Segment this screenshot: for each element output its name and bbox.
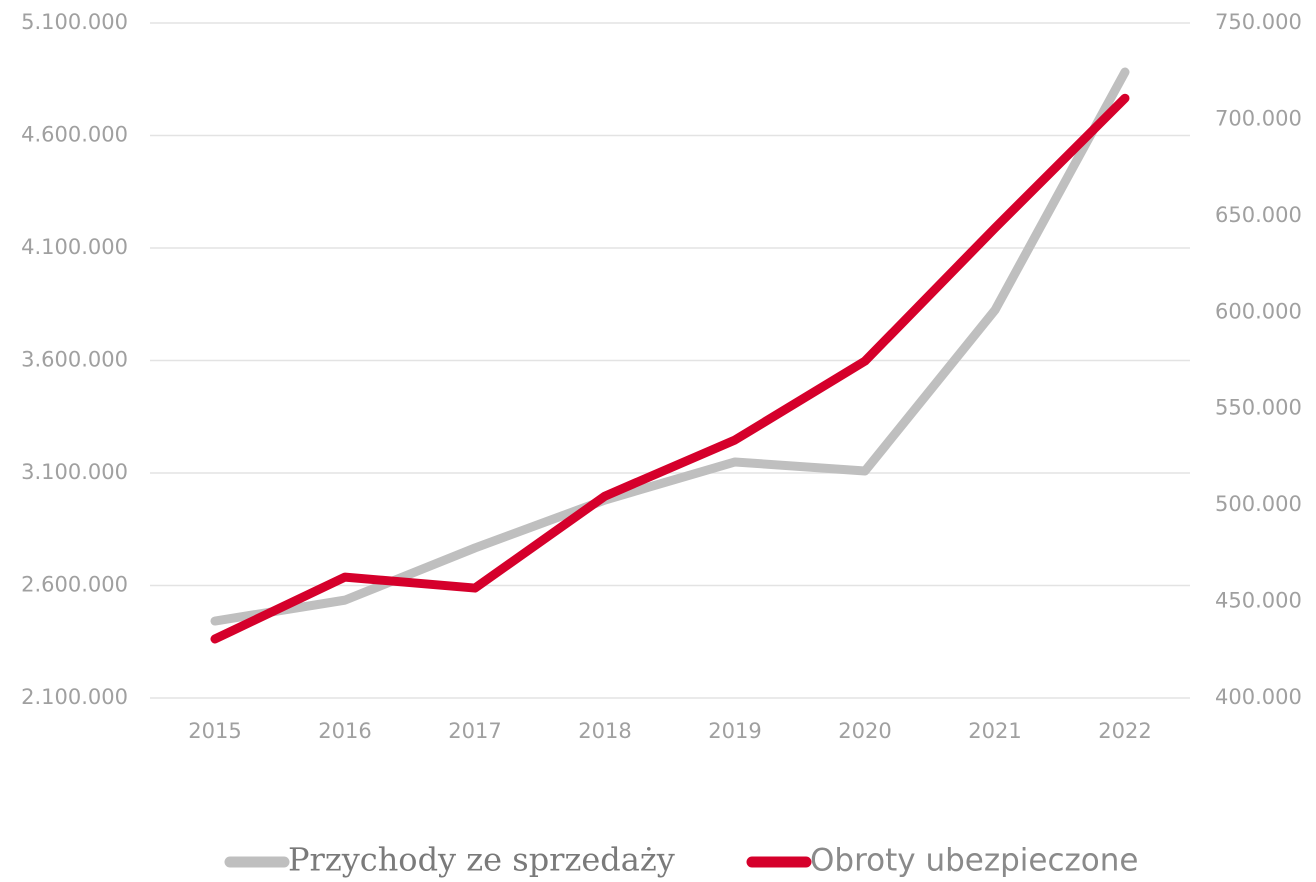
y2-tick-label: 600.000 xyxy=(1215,299,1302,323)
x-tick-label: 2020 xyxy=(838,719,891,743)
y2-tick-label: 500.000 xyxy=(1215,492,1302,516)
y2-tick-label: 400.000 xyxy=(1215,685,1302,709)
y-tick-label: 3.100.000 xyxy=(21,460,128,484)
x-tick-label: 2015 xyxy=(188,719,241,743)
x-tick-label: 2017 xyxy=(448,719,501,743)
x-tick-label: 2022 xyxy=(1098,719,1151,743)
x-tick-label: 2018 xyxy=(578,719,631,743)
line-series xyxy=(210,93,1130,644)
y2-tick-label: 700.000 xyxy=(1215,106,1302,130)
line-series xyxy=(210,67,1130,626)
x-tick-label: 2019 xyxy=(708,719,761,743)
y-tick-label: 2.100.000 xyxy=(21,685,128,709)
y2-tick-label: 650.000 xyxy=(1215,203,1302,227)
y2-tick-label: 450.000 xyxy=(1215,589,1302,613)
y-tick-label: 5.100.000 xyxy=(21,10,128,34)
y-tick-label: 2.600.000 xyxy=(21,573,128,597)
x-tick-label: 2016 xyxy=(318,719,371,743)
y2-tick-label: 750.000 xyxy=(1215,10,1302,34)
y2-tick-label: 550.000 xyxy=(1215,396,1302,420)
legend-label: Obroty ubezpieczone xyxy=(810,843,1139,879)
y-tick-label: 4.600.000 xyxy=(21,123,128,147)
y-tick-label: 4.100.000 xyxy=(21,235,128,259)
y-tick-label: 3.600.000 xyxy=(21,348,128,372)
x-tick-label: 2021 xyxy=(968,719,1021,743)
legend-label: Przychody ze sprzedaży xyxy=(288,841,675,879)
